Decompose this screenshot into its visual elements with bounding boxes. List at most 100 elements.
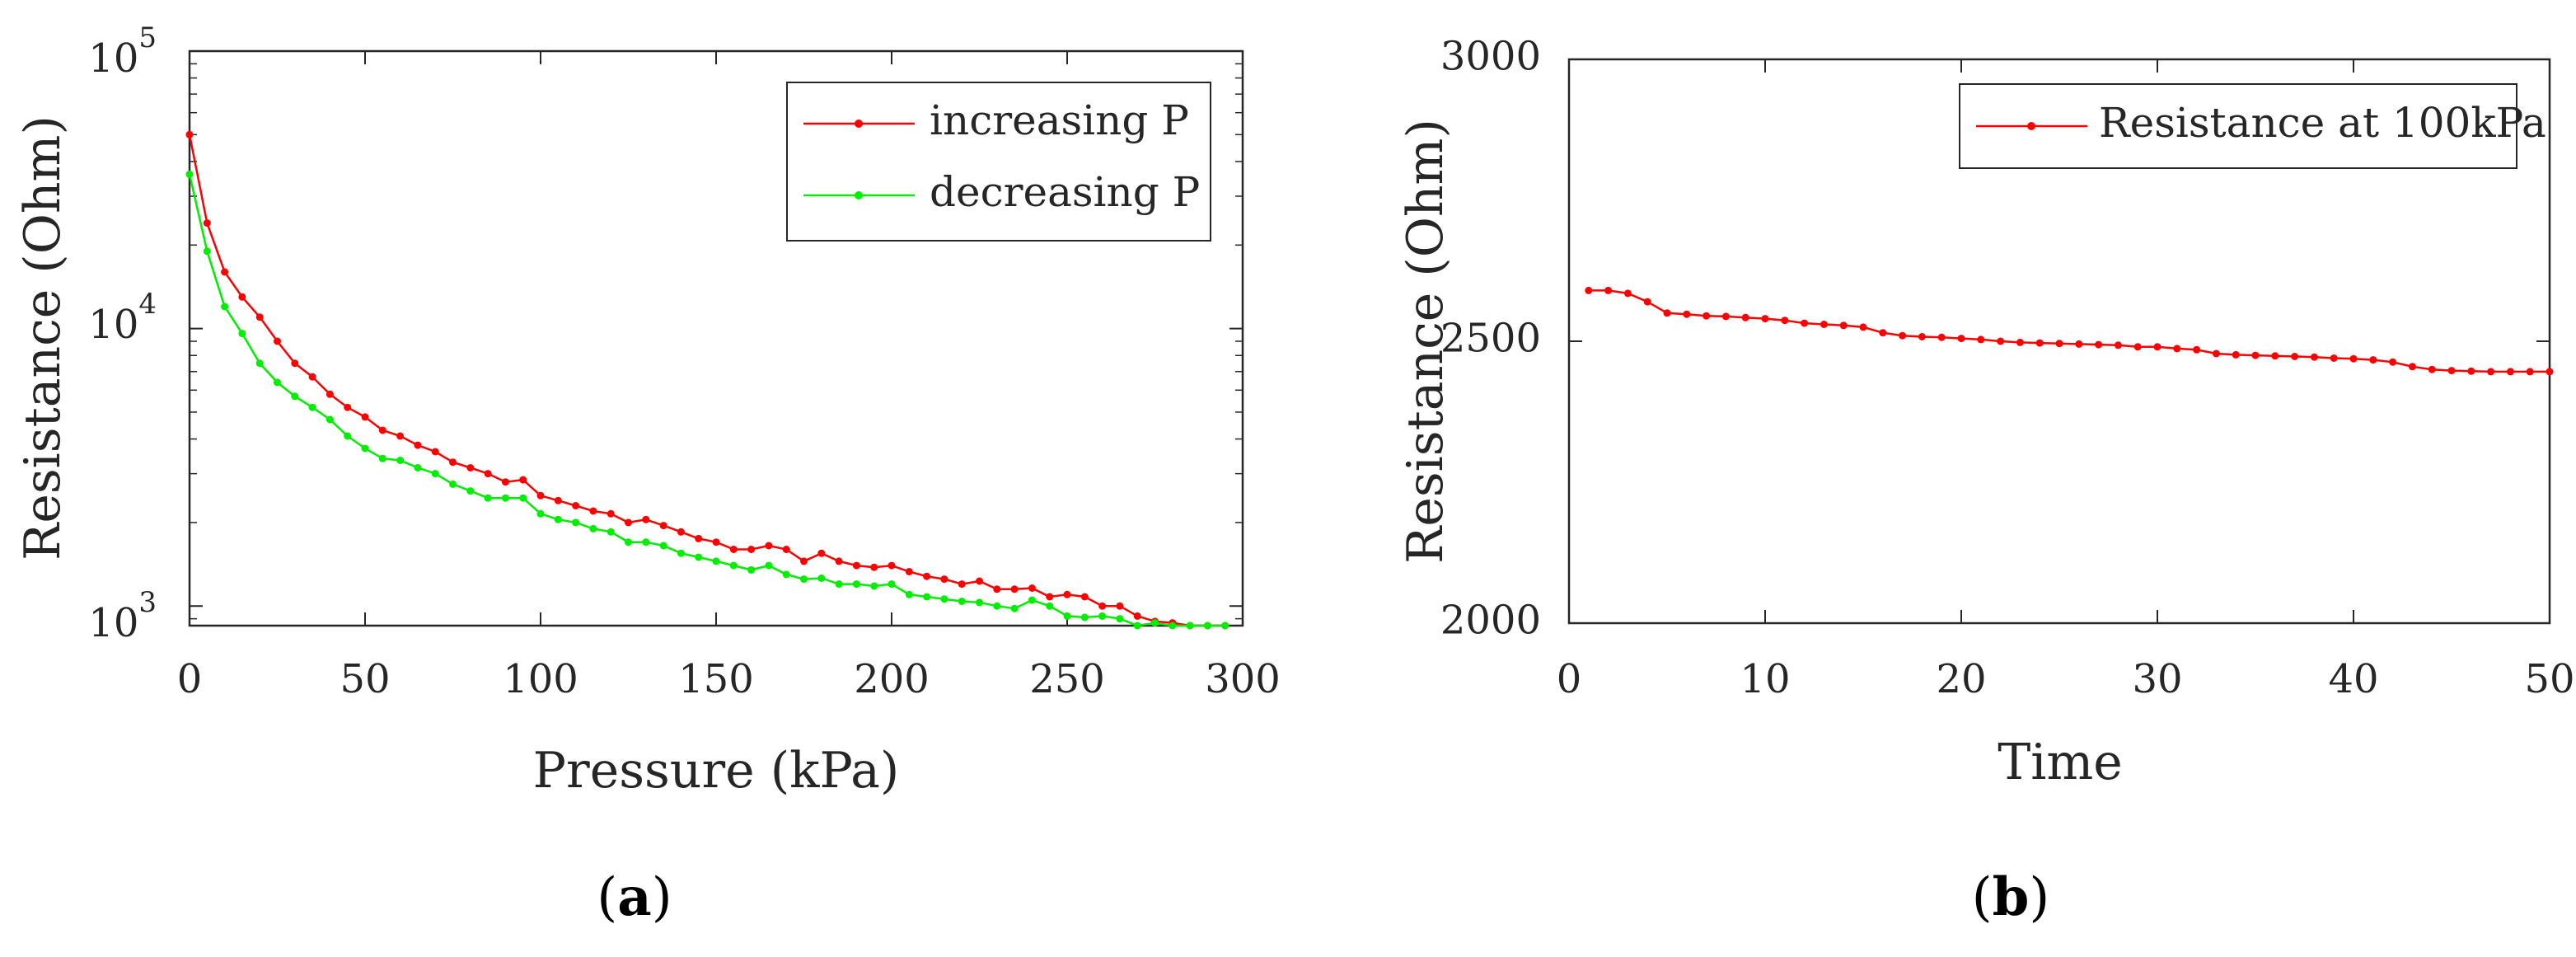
data-point <box>782 546 790 553</box>
data-point <box>870 563 878 571</box>
data-point <box>2251 351 2260 359</box>
data-point <box>1918 333 1926 340</box>
data-point <box>2291 353 2299 360</box>
data-point <box>1997 337 2005 345</box>
data-point <box>1203 622 1211 630</box>
data-point <box>1879 329 1887 337</box>
data-point <box>2193 345 2201 354</box>
chart-b-xtick-label: 0 <box>1557 656 1582 702</box>
data-point <box>255 313 264 321</box>
data-point <box>1080 613 1089 622</box>
chart-b-xtick-label: 50 <box>2524 656 2574 702</box>
legend-marker-increasing <box>855 120 863 128</box>
data-point <box>1663 309 1671 317</box>
data-point <box>2016 338 2024 346</box>
chart-a-xtick-label: 150 <box>678 656 754 702</box>
data-point <box>2526 368 2534 376</box>
data-point <box>378 454 386 462</box>
data-point <box>852 580 860 589</box>
data-point <box>572 518 580 527</box>
panel-label-a: (a) <box>597 866 672 928</box>
data-point <box>1063 612 1071 620</box>
data-point <box>729 561 738 570</box>
data-point <box>1899 331 1907 340</box>
data-point <box>2506 368 2514 376</box>
data-point <box>1761 315 1769 323</box>
data-point <box>2232 350 2240 359</box>
data-point <box>2271 352 2279 360</box>
data-point <box>695 553 703 561</box>
data-point <box>958 598 966 605</box>
data-point <box>238 330 246 338</box>
data-point <box>976 598 983 607</box>
data-point <box>1046 602 1054 610</box>
data-point <box>1820 321 1828 328</box>
data-point <box>607 509 615 518</box>
data-point <box>747 565 756 574</box>
data-point <box>221 303 229 311</box>
data-point <box>466 487 475 495</box>
chart-a-ticks <box>189 50 1244 626</box>
data-point <box>659 542 667 550</box>
data-point <box>344 432 352 440</box>
chart-b-ticks <box>1568 59 2550 624</box>
data-point <box>344 403 352 411</box>
data-point <box>1098 602 1107 610</box>
data-point <box>255 359 264 368</box>
data-point <box>203 247 211 256</box>
chart-a-legend-box <box>786 82 1211 242</box>
data-point <box>1585 286 1593 294</box>
data-point <box>291 392 299 401</box>
legend-label-decreasing: decreasing P <box>930 168 1200 216</box>
data-point <box>905 590 913 598</box>
data-point <box>501 494 509 502</box>
data-point <box>1133 612 1141 620</box>
data-point <box>1080 593 1089 601</box>
data-point <box>782 570 790 579</box>
data-point <box>396 457 405 464</box>
data-point <box>1063 590 1071 598</box>
data-point <box>589 524 597 532</box>
data-point <box>1859 323 1867 331</box>
chart-b-legend: Resistance at 100kPa <box>1959 83 2546 169</box>
data-point <box>2349 354 2358 363</box>
data-point <box>993 585 1001 593</box>
chart-b-xtick-label: 10 <box>1740 656 1790 702</box>
chart-b: 2000 2500 3000 0 10 20 30 40 50 Time Res… <box>1397 34 2575 929</box>
data-point <box>2173 345 2181 353</box>
chart-b-ytick-label: 2500 <box>1440 316 1541 362</box>
chart-a-xtick-label: 0 <box>177 656 203 702</box>
data-point <box>1801 319 1809 327</box>
data-point <box>835 557 843 565</box>
data-point <box>2035 339 2044 347</box>
data-point <box>308 373 316 381</box>
data-point <box>2546 368 2554 376</box>
data-point <box>1116 615 1124 623</box>
data-point <box>449 458 457 467</box>
data-point <box>1010 585 1019 593</box>
data-point <box>431 448 439 456</box>
data-point <box>572 502 580 509</box>
data-point <box>2408 363 2416 371</box>
chart-a-xtick-label: 300 <box>1205 656 1281 702</box>
data-point <box>659 522 667 530</box>
data-point <box>940 575 948 584</box>
data-point <box>185 170 194 178</box>
data-point <box>2212 349 2220 358</box>
data-point <box>2095 340 2103 349</box>
data-point <box>765 542 773 550</box>
data-point <box>958 580 966 589</box>
data-point <box>817 575 826 582</box>
data-point <box>1643 298 1651 306</box>
legend-label-increasing: increasing P <box>930 96 1189 144</box>
data-point <box>484 494 492 502</box>
data-point <box>396 432 405 440</box>
legend-marker-decreasing <box>855 191 863 199</box>
data-point <box>625 538 632 547</box>
chart-a-series <box>185 130 1229 630</box>
data-point <box>501 478 509 486</box>
data-point <box>1683 310 1691 318</box>
data-point <box>2114 341 2122 349</box>
data-point <box>835 580 843 589</box>
data-point <box>642 515 650 523</box>
